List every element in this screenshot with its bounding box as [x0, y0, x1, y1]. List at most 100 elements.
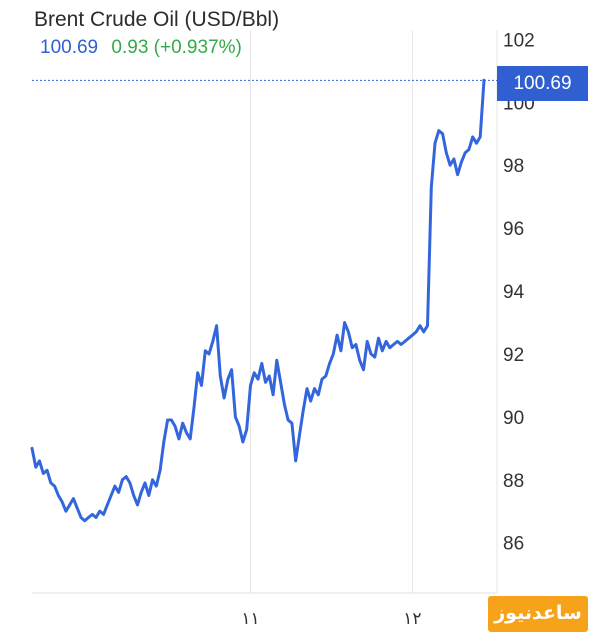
last-price-badge: 100.69 — [497, 66, 588, 101]
data-point — [170, 419, 173, 422]
data-point — [125, 475, 128, 478]
data-point — [174, 425, 177, 428]
data-point — [279, 381, 282, 384]
data-point — [275, 359, 278, 362]
data-point — [46, 469, 49, 472]
data-point — [83, 519, 86, 522]
data-point — [166, 419, 169, 422]
data-point — [392, 343, 395, 346]
data-point — [91, 513, 94, 516]
data-point — [102, 513, 105, 516]
data-point — [388, 346, 391, 349]
data-point — [430, 186, 433, 189]
data-point — [407, 337, 410, 340]
data-point — [42, 472, 45, 475]
data-point — [98, 510, 101, 513]
data-point — [144, 481, 147, 484]
data-point — [128, 481, 131, 484]
data-point — [181, 422, 184, 425]
data-point — [162, 441, 165, 444]
x-tick-label: ۱۲ — [403, 609, 421, 628]
data-point — [441, 132, 444, 135]
data-point — [215, 324, 218, 327]
data-point — [396, 340, 399, 343]
data-point — [373, 356, 376, 359]
data-point — [196, 371, 199, 374]
data-point — [305, 387, 308, 390]
data-point — [106, 503, 109, 506]
data-point — [34, 466, 37, 469]
data-point — [264, 381, 267, 384]
data-point — [456, 173, 459, 176]
data-point — [245, 428, 248, 431]
data-point — [287, 419, 290, 422]
data-point — [449, 164, 452, 167]
data-point — [136, 503, 139, 506]
data-point — [147, 494, 150, 497]
y-tick-label: 90 — [503, 408, 524, 429]
data-point — [366, 340, 369, 343]
data-point — [223, 396, 226, 399]
data-point — [354, 343, 357, 346]
data-point — [95, 516, 98, 519]
data-point — [260, 362, 263, 365]
y-tick-label: 94 — [503, 282, 525, 303]
data-point — [362, 368, 365, 371]
data-point — [121, 478, 124, 481]
data-point — [452, 157, 455, 160]
y-tick-label: 96 — [503, 219, 524, 240]
data-point — [189, 437, 192, 440]
data-point — [298, 434, 301, 437]
data-point — [238, 425, 241, 428]
data-point — [208, 352, 211, 355]
data-point — [317, 393, 320, 396]
data-point — [437, 129, 440, 132]
last-price: 100.69 — [40, 37, 99, 58]
y-tick-label: 98 — [503, 156, 524, 177]
data-point — [155, 485, 158, 488]
data-point — [415, 330, 418, 333]
data-point — [479, 135, 482, 138]
data-point — [192, 406, 195, 409]
data-point — [140, 491, 143, 494]
data-point — [332, 352, 335, 355]
data-point — [302, 409, 305, 412]
data-point — [475, 142, 478, 145]
data-point — [230, 368, 233, 371]
data-point — [68, 503, 71, 506]
data-point — [110, 494, 113, 497]
data-point — [351, 346, 354, 349]
data-point — [467, 148, 470, 151]
data-point — [464, 151, 467, 154]
data-point — [76, 507, 79, 510]
data-point — [61, 500, 64, 503]
data-point — [268, 374, 271, 377]
data-point — [185, 431, 188, 434]
data-point — [211, 340, 214, 343]
data-point — [79, 516, 82, 519]
data-point — [339, 349, 342, 352]
data-point — [400, 343, 403, 346]
data-point — [347, 330, 350, 333]
data-point — [403, 340, 406, 343]
data-point — [460, 161, 463, 164]
data-point — [38, 459, 41, 462]
chart-title: Brent Crude Oil (USD/Bbl) — [34, 8, 280, 31]
data-point — [272, 393, 275, 396]
data-point — [234, 415, 237, 418]
data-point — [241, 441, 244, 444]
data-point — [283, 403, 286, 406]
data-point — [377, 337, 380, 340]
data-point — [445, 151, 448, 154]
data-point — [313, 387, 316, 390]
y-tick-label: 92 — [503, 345, 524, 366]
data-point — [117, 491, 120, 494]
data-point — [411, 334, 414, 337]
data-point — [422, 330, 425, 333]
data-point — [177, 437, 180, 440]
data-point — [57, 494, 60, 497]
data-point — [87, 516, 90, 519]
data-point — [204, 349, 207, 352]
data-point — [200, 384, 203, 387]
